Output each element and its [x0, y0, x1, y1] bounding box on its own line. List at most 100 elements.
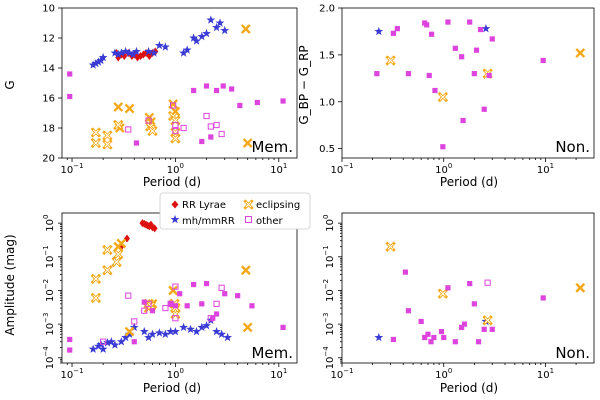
- point-mhmmrr: [94, 341, 103, 350]
- point-mhmmrr: [182, 45, 192, 54]
- point-other: [402, 269, 409, 275]
- point-mhmmrr: [103, 338, 112, 347]
- point-other: [431, 334, 437, 341]
- x-tick-label: 100: [167, 162, 184, 176]
- point-eclipsing-hollow: [111, 256, 122, 268]
- point-other: [460, 117, 466, 124]
- point-other: [418, 318, 424, 325]
- legend: RR Lyrae eclipsing mh/mmRR other: [159, 192, 311, 230]
- point-mhmmrr: [116, 48, 126, 57]
- point-mhmmrr: [217, 329, 227, 338]
- point-eclipsing: [575, 282, 586, 293]
- legend-label-other: other: [256, 216, 284, 227]
- point-mhmmrr: [139, 326, 149, 336]
- x-tick-label: 101: [537, 367, 554, 381]
- legend-label-rrlyrae: RR Lyrae: [182, 200, 226, 211]
- point-mhmmrr: [220, 25, 230, 35]
- point-eclipsing: [242, 138, 253, 148]
- point-other: [473, 47, 480, 53]
- point-mhmmrr: [206, 15, 216, 24]
- point-mhmmrr: [94, 57, 103, 66]
- point-eclipsing-hollow: [90, 127, 102, 138]
- point-other: [489, 36, 495, 42]
- point-other: [229, 86, 235, 92]
- point-mhmmrr: [161, 329, 170, 338]
- point-other: [481, 326, 487, 332]
- panel-tag-bottom-left: Mem.: [251, 344, 293, 362]
- point-other: [426, 72, 432, 79]
- point-eclipsing-hollow: [482, 315, 493, 326]
- y-tick-label: 100: [42, 215, 56, 232]
- legend-label-eclipsing: eclipsing: [256, 200, 300, 211]
- point-mhmmrr: [125, 329, 134, 338]
- point-other: [445, 19, 451, 25]
- ylabel-top-right: G_BP − G_RP: [297, 45, 311, 124]
- panel-top-right: 10−1 100 101 0.5 1.0 1.5 2.0: [319, 4, 595, 176]
- point-mhmmrr: [212, 326, 221, 336]
- point-other: [210, 315, 216, 321]
- point-other: [237, 102, 243, 109]
- point-other-hollow: [213, 121, 220, 129]
- point-other: [461, 321, 468, 327]
- x-tick-label: 10−1: [60, 367, 83, 381]
- point-eclipsing-hollow: [385, 241, 396, 252]
- y-tick-label: 2.0: [319, 4, 335, 15]
- point-other-hollow: [145, 117, 152, 124]
- legend-marker-other: [245, 216, 252, 223]
- x-tick-label: 10−1: [330, 367, 353, 381]
- point-other: [280, 98, 286, 104]
- plot-frame: [341, 212, 595, 364]
- y-tick-label: 1.5: [319, 50, 335, 61]
- point-other: [440, 144, 446, 150]
- markers: [374, 19, 586, 150]
- legend-item-eclipsing: eclipsing: [243, 199, 300, 211]
- point-eclipsing: [170, 106, 181, 117]
- point-mhmmrr: [106, 337, 116, 346]
- point-eclipsing-hollow: [90, 292, 102, 304]
- point-other: [429, 31, 435, 37]
- point-other: [184, 303, 190, 309]
- y-tick-label: 10−3: [42, 313, 56, 336]
- point-eclipsing: [124, 326, 135, 337]
- point-other: [422, 334, 428, 341]
- ylabel-top-left: G: [3, 80, 17, 89]
- point-mhmmrr: [179, 48, 188, 57]
- point-other: [199, 301, 205, 307]
- point-eclipsing-hollow: [113, 119, 124, 131]
- point-other: [203, 280, 210, 287]
- point-mhmmrr: [155, 328, 164, 337]
- point-mhmmrr: [166, 326, 176, 336]
- point-other: [540, 57, 546, 64]
- point-mhmmrr: [121, 46, 130, 56]
- y-tick-label: 10−2: [42, 279, 56, 302]
- panel-tag-bottom-right: Non.: [555, 344, 590, 362]
- point-other-hollow: [484, 279, 491, 286]
- y-tick-label: 0.5: [319, 144, 335, 155]
- point-other-hollow: [162, 304, 169, 312]
- point-other: [475, 339, 482, 345]
- y-tick-label: 20: [42, 154, 55, 165]
- point-mhmmrr: [155, 40, 164, 50]
- point-other: [67, 336, 73, 343]
- point-other: [67, 71, 73, 77]
- panel-tag-top-right: Non.: [555, 138, 590, 156]
- xlabel-bottom-left: Period (d): [143, 381, 201, 395]
- point-other: [467, 280, 473, 287]
- point-other: [390, 336, 396, 343]
- point-other-hollow: [100, 338, 107, 345]
- point-other: [441, 334, 447, 341]
- point-mhmmrr: [88, 60, 98, 69]
- legend-star-shape: [170, 214, 180, 224]
- point-other: [254, 99, 260, 106]
- point-other: [168, 301, 174, 307]
- point-mhmmrr: [374, 332, 384, 342]
- xlabel-bottom-right: Period (d): [440, 381, 498, 395]
- point-eclipsing-hollow: [113, 248, 124, 260]
- point-other: [172, 303, 179, 309]
- point-other: [432, 87, 438, 94]
- y-tick-label: 16: [42, 94, 55, 105]
- point-mhmmrr: [144, 332, 153, 342]
- point-other: [459, 324, 465, 330]
- x-tick-label: 10−1: [60, 162, 83, 176]
- point-other: [131, 339, 137, 345]
